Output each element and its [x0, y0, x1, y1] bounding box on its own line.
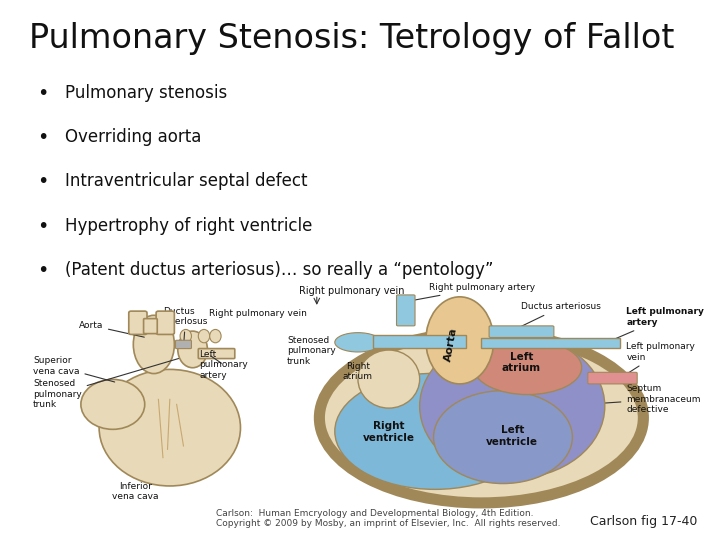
Ellipse shape [320, 333, 644, 503]
FancyBboxPatch shape [156, 311, 174, 334]
Text: Superior
vena cava: Superior vena cava [33, 356, 114, 382]
Text: Right pulmonary artery: Right pulmonary artery [410, 283, 535, 302]
Text: Septum
membranaceum
defective: Septum membranaceum defective [476, 384, 701, 414]
FancyBboxPatch shape [489, 326, 554, 338]
Text: Ductus
arterlosus: Ductus arterlosus [163, 307, 208, 345]
Ellipse shape [133, 315, 174, 374]
Ellipse shape [433, 391, 572, 484]
Text: Left
ventricle: Left ventricle [486, 426, 539, 447]
Text: Right
ventricle: Right ventricle [363, 421, 415, 443]
Text: Hypertrophy of right ventricle: Hypertrophy of right ventricle [65, 217, 312, 234]
Text: Right pulmonary vein: Right pulmonary vein [299, 286, 405, 296]
Text: Stenosed
pulmonary
trunk: Stenosed pulmonary trunk [33, 359, 179, 409]
FancyBboxPatch shape [198, 349, 235, 359]
Ellipse shape [420, 334, 605, 479]
FancyBboxPatch shape [176, 340, 192, 349]
Text: Intraventricular septal defect: Intraventricular septal defect [65, 172, 307, 190]
Text: Stenosed
pulmonary
trunk: Stenosed pulmonary trunk [287, 336, 364, 366]
Polygon shape [374, 335, 466, 348]
Ellipse shape [426, 297, 494, 384]
Text: Overriding aorta: Overriding aorta [65, 128, 201, 146]
FancyBboxPatch shape [588, 372, 637, 384]
Ellipse shape [335, 333, 381, 352]
Text: •: • [37, 217, 49, 235]
FancyBboxPatch shape [397, 295, 415, 326]
Ellipse shape [358, 350, 420, 408]
Text: Left pulmonary
artery: Left pulmonary artery [608, 307, 704, 342]
Ellipse shape [178, 331, 207, 368]
Ellipse shape [180, 329, 192, 343]
Text: Inferior
vena cava: Inferior vena cava [112, 482, 159, 501]
Text: Right
atrium: Right atrium [343, 362, 373, 381]
Text: •: • [37, 84, 49, 103]
Ellipse shape [198, 329, 210, 343]
Text: Right pulmonary vein: Right pulmonary vein [209, 309, 307, 318]
Text: Aorta: Aorta [78, 321, 144, 337]
Ellipse shape [81, 380, 145, 429]
Text: •: • [37, 172, 49, 191]
Ellipse shape [320, 333, 644, 503]
Text: Pulmonary Stenosis: Tetrology of Fallot: Pulmonary Stenosis: Tetrology of Fallot [29, 22, 674, 55]
Text: Aorta: Aorta [443, 326, 459, 362]
Text: Carlson:  Human Emcryology and Developmental Biology, 4th Edition.
Copyright © 2: Carlson: Human Emcryology and Developmen… [216, 509, 560, 528]
Text: Pulmonary stenosis: Pulmonary stenosis [65, 84, 227, 102]
FancyBboxPatch shape [129, 311, 147, 334]
Text: •: • [37, 128, 49, 147]
Ellipse shape [474, 340, 582, 395]
Text: (Patent ductus arteriosus)… so really a “pentology”: (Patent ductus arteriosus)… so really a … [65, 261, 493, 279]
Ellipse shape [210, 329, 221, 343]
Text: Left pulmonary
vein: Left pulmonary vein [623, 342, 696, 376]
Text: •: • [37, 261, 49, 280]
Polygon shape [482, 339, 620, 348]
Text: Ductus arteriosus: Ductus arteriosus [515, 302, 601, 329]
Ellipse shape [99, 369, 240, 486]
Text: Left
atrium: Left atrium [502, 352, 541, 373]
Text: Left
pulmonary
artery: Left pulmonary artery [199, 350, 248, 380]
Text: Carlson fig 17-40: Carlson fig 17-40 [590, 515, 698, 528]
FancyBboxPatch shape [143, 319, 157, 334]
Ellipse shape [335, 373, 536, 489]
